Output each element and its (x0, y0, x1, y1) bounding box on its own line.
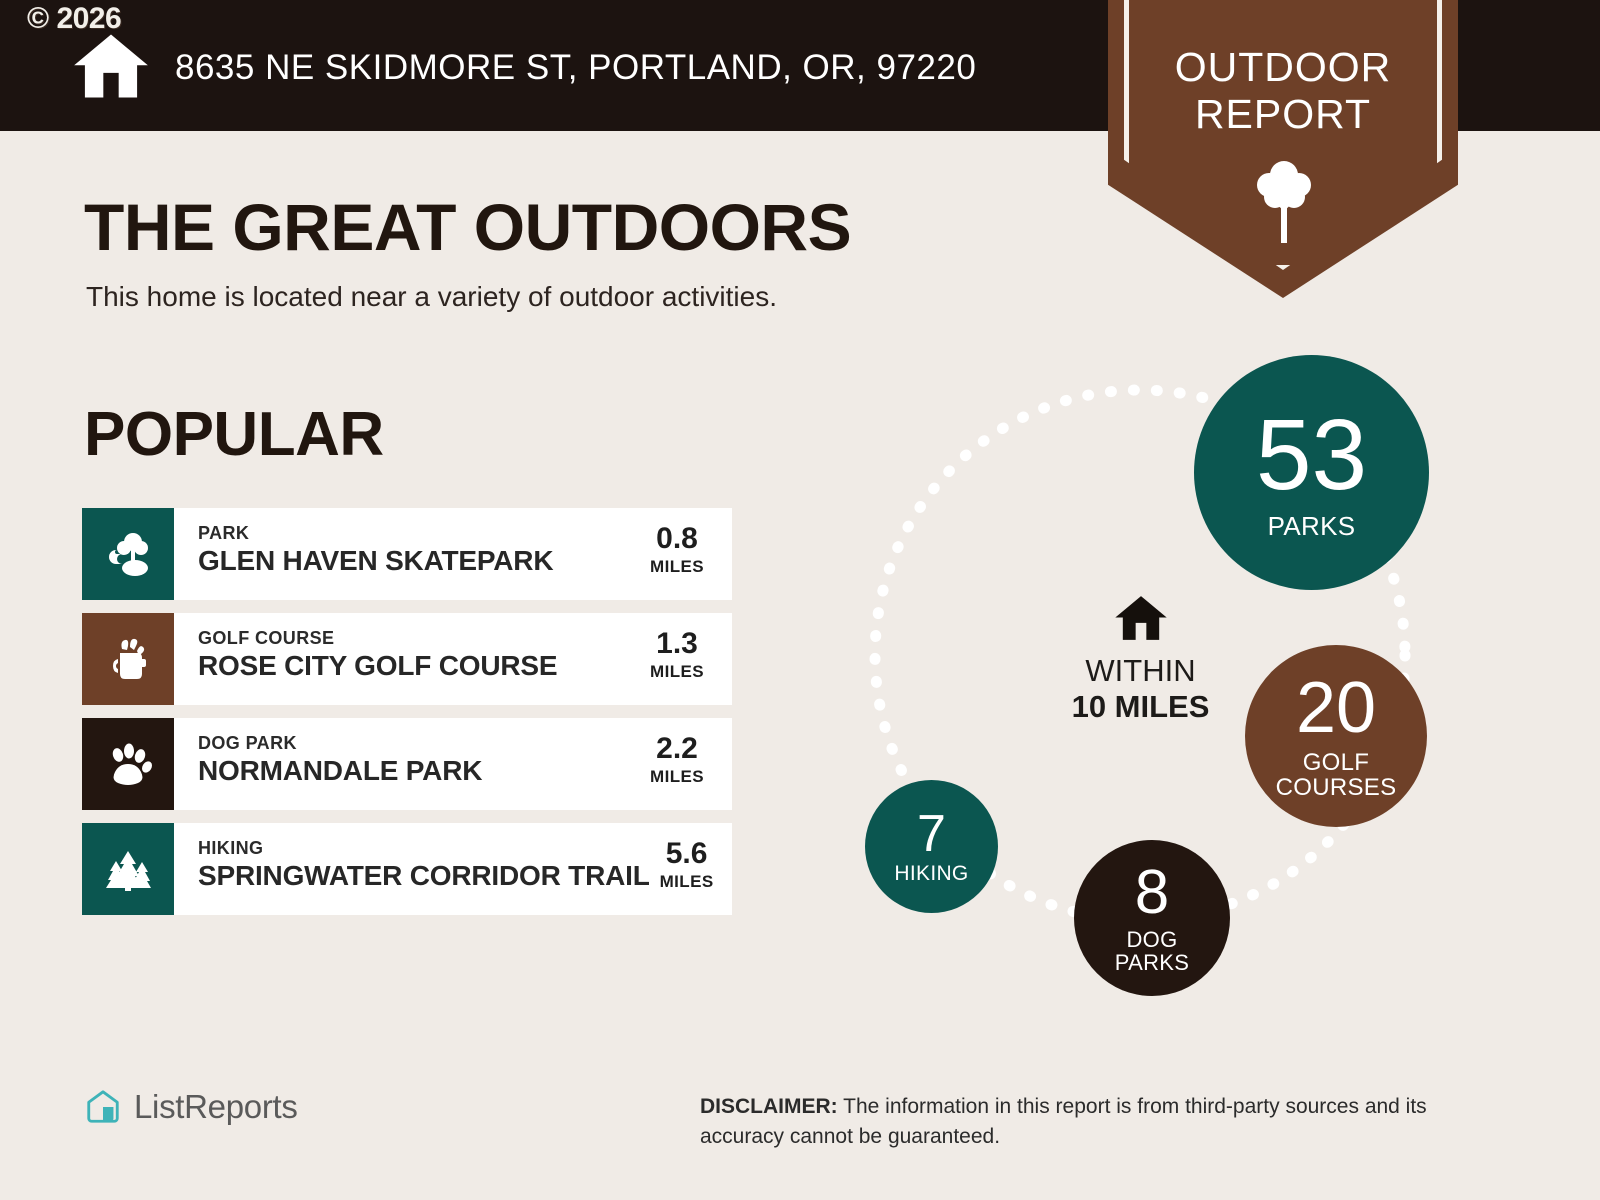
bubble-golf-label-line2: COURSES (1275, 774, 1397, 801)
paw-print-icon (82, 718, 174, 810)
listreports-logo[interactable]: ListReports (84, 1088, 298, 1126)
list-item-category: HIKING (198, 838, 264, 858)
page-subtitle: This home is located near a variety of o… (86, 281, 778, 312)
disclaimer-text: The information in this report is from t… (700, 1095, 1427, 1148)
list-item-unit: MILES (659, 872, 714, 891)
bubble-dog-value: 8 (1134, 857, 1170, 927)
bubble-golf-courses: 20 GOLF COURSES (1245, 645, 1427, 827)
disclaimer: DISCLAIMER: The information in this repo… (700, 1092, 1490, 1152)
within-10-miles-bubble-chart: 53 PARKS 20 GOLF COURSES 8 DOG PARKS 7 H… (790, 340, 1490, 1040)
park-tree-icon (82, 508, 174, 600)
list-item-name: GLEN HAVEN SKATEPARK (198, 545, 554, 576)
bubble-hiking-value: 7 (917, 804, 946, 863)
badge-title-line2: REPORT (1194, 91, 1372, 137)
center-label-line1: WITHIN (1085, 653, 1196, 688)
list-item[interactable]: DOG PARK NORMANDALE PARK 2.2 MILES (82, 718, 732, 810)
disclaimer-label: DISCLAIMER: (700, 1095, 838, 1118)
badge-title-line1: OUTDOOR (1174, 44, 1392, 90)
popular-places-list: PARK GLEN HAVEN SKATEPARK 0.8 MILES (82, 508, 732, 928)
badge-title: OUTDOOR REPORT (1108, 44, 1458, 138)
golf-bag-icon (82, 613, 174, 705)
list-item-distance: 1.3 (656, 627, 698, 660)
bubble-golf-value: 20 (1295, 667, 1377, 748)
list-item-distance: 2.2 (656, 732, 698, 765)
list-item[interactable]: GOLF COURSE ROSE CITY GOLF COURSE 1.3 MI… (82, 613, 732, 705)
listreports-logo-text: ListReports (134, 1088, 298, 1125)
bubble-parks: 53 PARKS (1194, 355, 1429, 590)
list-item-name: NORMANDALE PARK (198, 755, 483, 786)
house-icon (1114, 596, 1167, 640)
list-item-distance: 5.6 (665, 837, 708, 870)
bubble-dog-label-line2: PARKS (1114, 950, 1190, 975)
property-address: 8635 NE SKIDMORE ST, PORTLAND, OR, 97220 (175, 48, 977, 87)
popular-heading: POPULAR (84, 400, 384, 469)
list-item-unit: MILES (650, 662, 704, 681)
bubble-hiking-label: HIKING (894, 861, 969, 885)
listreports-house-icon (87, 1090, 119, 1123)
house-icon (74, 34, 148, 98)
copyright-watermark: © 2026 (27, 2, 122, 35)
bubble-parks-value: 53 (1255, 398, 1368, 511)
list-item[interactable]: PARK GLEN HAVEN SKATEPARK 0.8 MILES (82, 508, 732, 600)
bubble-hiking: 7 HIKING (865, 780, 998, 913)
bubble-parks-label: PARKS (1267, 510, 1356, 541)
list-item[interactable]: HIKING SPRINGWATER CORRIDOR TRAIL 5.6 MI… (82, 823, 732, 915)
list-item-category: GOLF COURSE (198, 628, 335, 648)
list-item-category: PARK (198, 523, 250, 543)
list-item-name: ROSE CITY GOLF COURSE (198, 650, 558, 681)
page-title: THE GREAT OUTDOORS (84, 190, 852, 264)
list-item-name: SPRINGWATER CORRIDOR TRAIL (198, 860, 650, 891)
bubble-dog-label-line1: DOG (1126, 926, 1178, 952)
list-item-unit: MILES (650, 557, 704, 576)
chart-center-label: WITHIN 10 MILES (1023, 595, 1258, 725)
center-label-line2: 10 MILES (1071, 689, 1210, 724)
pine-trees-icon (82, 823, 174, 915)
list-item-unit: MILES (650, 767, 704, 786)
list-item-category: DOG PARK (198, 733, 297, 753)
list-item-distance: 0.8 (656, 522, 698, 555)
tree-icon (1257, 161, 1311, 243)
bubble-dog-parks: 8 DOG PARKS (1074, 840, 1230, 996)
bubble-golf-label-line1: GOLF (1302, 748, 1370, 776)
